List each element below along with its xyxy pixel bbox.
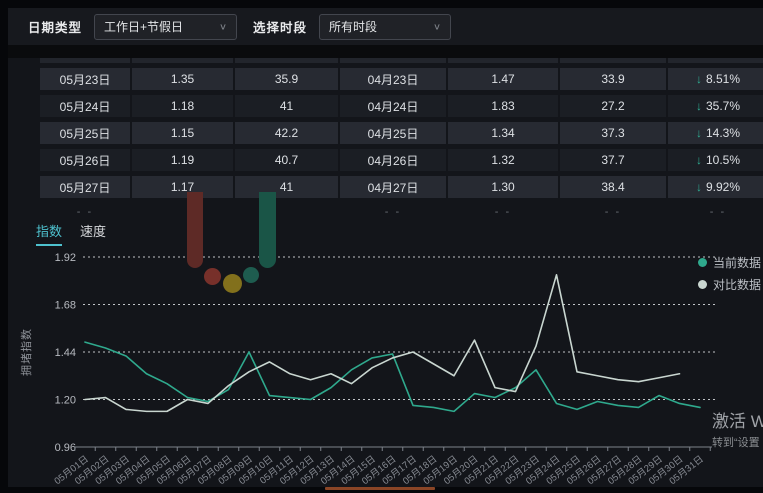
table-cell: 05月27日	[40, 176, 130, 198]
table-cell: ↓ 35.7%	[668, 95, 763, 117]
percent-change: 9.92%	[705, 180, 741, 194]
table-cell-empty: - -	[76, 206, 94, 218]
table-cell: 27.2	[560, 95, 666, 117]
table-row: 05月25日 1.15 42.2 04月25日 1.34 37.3 ↓ 14.3%	[40, 122, 763, 144]
table-cell: 04月26日	[340, 149, 446, 171]
table-cell: 37.3	[560, 122, 666, 144]
period-label: 选择时段	[253, 21, 308, 35]
table-cell: 41	[235, 176, 338, 198]
table-cell: ↓ 8.51%	[668, 68, 763, 90]
svg-text:0.96: 0.96	[55, 442, 76, 454]
date-type-selected-value: 工作日+节假日	[104, 20, 184, 34]
clipped-table-row	[40, 58, 763, 63]
table-cell: 1.34	[448, 122, 558, 144]
table-cell: 05月25日	[40, 122, 130, 144]
table-cell: 1.18	[132, 95, 233, 117]
table-row: 05月24日 1.18 41 04月24日 1.83 27.2 ↓ 35.7%	[40, 95, 763, 117]
table-cell: 1.47	[448, 68, 558, 90]
svg-text:1.92: 1.92	[55, 252, 76, 264]
down-arrow-icon: ↓	[695, 153, 702, 167]
chart-legend: 当前数据 对比数据	[697, 251, 761, 295]
down-arrow-icon: ↓	[695, 126, 702, 140]
table-cell: 1.35	[132, 68, 233, 90]
windows-activation-watermark: 激活 W	[712, 412, 763, 431]
down-arrow-icon: ↓	[695, 72, 702, 86]
chart-tabs: 指数 速度	[8, 221, 763, 247]
date-type-label: 日期类型	[28, 21, 83, 35]
table-cell-empty: - -	[494, 206, 512, 218]
windows-activation-watermark-sub: 转到“设置	[712, 437, 760, 449]
table-cell: 1.30	[448, 176, 558, 198]
loading-row: - -- -- -- -- -	[40, 203, 763, 221]
down-arrow-icon: ↓	[695, 180, 702, 194]
table-row: 05月23日 1.35 35.9 04月23日 1.47 33.9 ↓ 8.51%	[40, 68, 763, 90]
table-cell: 1.32	[448, 149, 558, 171]
table-cell-empty	[132, 203, 233, 221]
chevron-down-icon: ∨	[218, 22, 228, 32]
period-selected-value: 所有时段	[329, 20, 378, 34]
table-cell: 05月23日	[40, 68, 130, 90]
legend-label: 当前数据	[712, 255, 761, 270]
legend-item[interactable]: 对比数据	[697, 273, 761, 295]
table-cell: 1.83	[448, 95, 558, 117]
table-cell: 05月26日	[40, 149, 130, 171]
table-cell: 04月24日	[340, 95, 446, 117]
filter-toolbar: 日期类型 工作日+节假日 ∨ 选择时段 所有时段 ∨	[8, 8, 763, 45]
table-cell: 42.2	[235, 122, 338, 144]
legend-dot-icon	[697, 257, 707, 267]
svg-text:拥堵指数: 拥堵指数	[19, 328, 33, 376]
table-cell: 41	[235, 95, 338, 117]
divider	[8, 45, 763, 58]
table-cell: 38.4	[560, 176, 666, 198]
legend-item[interactable]: 当前数据	[697, 251, 761, 273]
table-cell: 1.19	[132, 149, 233, 171]
table-cell-empty: - -	[709, 206, 727, 218]
table-cell: 37.7	[560, 149, 666, 171]
svg-text:1.20: 1.20	[55, 395, 76, 407]
tab-speed[interactable]: 速度	[80, 224, 107, 239]
percent-change: 35.7%	[705, 99, 741, 113]
table-cell: 1.15	[132, 122, 233, 144]
table-cell: 33.9	[560, 68, 666, 90]
table-cell-empty: - -	[604, 206, 622, 218]
table-cell: 04月27日	[340, 176, 446, 198]
percent-change: 14.3%	[705, 126, 741, 140]
table-cell: 40.7	[235, 149, 338, 171]
table-cell-empty: - -	[384, 206, 402, 218]
date-type-dropdown[interactable]: 工作日+节假日 ∨	[94, 13, 238, 40]
chart-canvas: 0.961.201.441.681.9205月01日05月02日05月03日05…	[19, 252, 716, 487]
percent-change: 8.51%	[705, 72, 741, 86]
down-arrow-icon: ↓	[695, 99, 702, 113]
period-dropdown[interactable]: 所有时段 ∨	[319, 13, 452, 40]
comparison-table: 05月23日 1.35 35.9 04月23日 1.47 33.9 ↓ 8.51% 05月24日…	[8, 58, 763, 221]
table-cell: ↓ 10.5%	[668, 149, 763, 171]
chevron-down-icon: ∨	[432, 22, 442, 32]
svg-text:1.68: 1.68	[55, 300, 76, 312]
main-content: 日期类型 工作日+节假日 ∨ 选择时段 所有时段 ∨ 05月23日 1.35 35.…	[8, 8, 763, 487]
table-cell-empty	[235, 203, 338, 221]
table-cell: 35.9	[235, 68, 338, 90]
table-cell: 04月23日	[340, 68, 446, 90]
svg-text:1.44: 1.44	[55, 347, 76, 359]
line-chart: 0.96 1.20 1.44 1.68 1.92 05月01日 05月02日 05月03日 05…	[8, 247, 763, 487]
bottom-scrollbar[interactable]	[325, 487, 435, 490]
tab-index[interactable]: 指数	[36, 221, 63, 246]
legend-label: 对比数据	[712, 277, 761, 292]
table-cell: 05月24日	[40, 95, 130, 117]
percent-change: 10.5%	[705, 153, 741, 167]
table-row: 05月26日 1.19 40.7 04月26日 1.32 37.7 ↓ 10.5%	[40, 149, 763, 171]
table-row: 05月27日 1.17 41 04月27日 1.30 38.4 ↓ 9.92%	[40, 176, 763, 198]
legend-dot-icon	[697, 279, 707, 289]
table-body: 05月23日 1.35 35.9 04月23日 1.47 33.9 ↓ 8.51% 05月24日…	[40, 68, 763, 221]
table-cell: ↓ 14.3%	[668, 122, 763, 144]
table-cell: 04月25日	[340, 122, 446, 144]
table-cell: ↓ 9.92%	[668, 176, 763, 198]
table-cell: 1.17	[132, 176, 233, 198]
